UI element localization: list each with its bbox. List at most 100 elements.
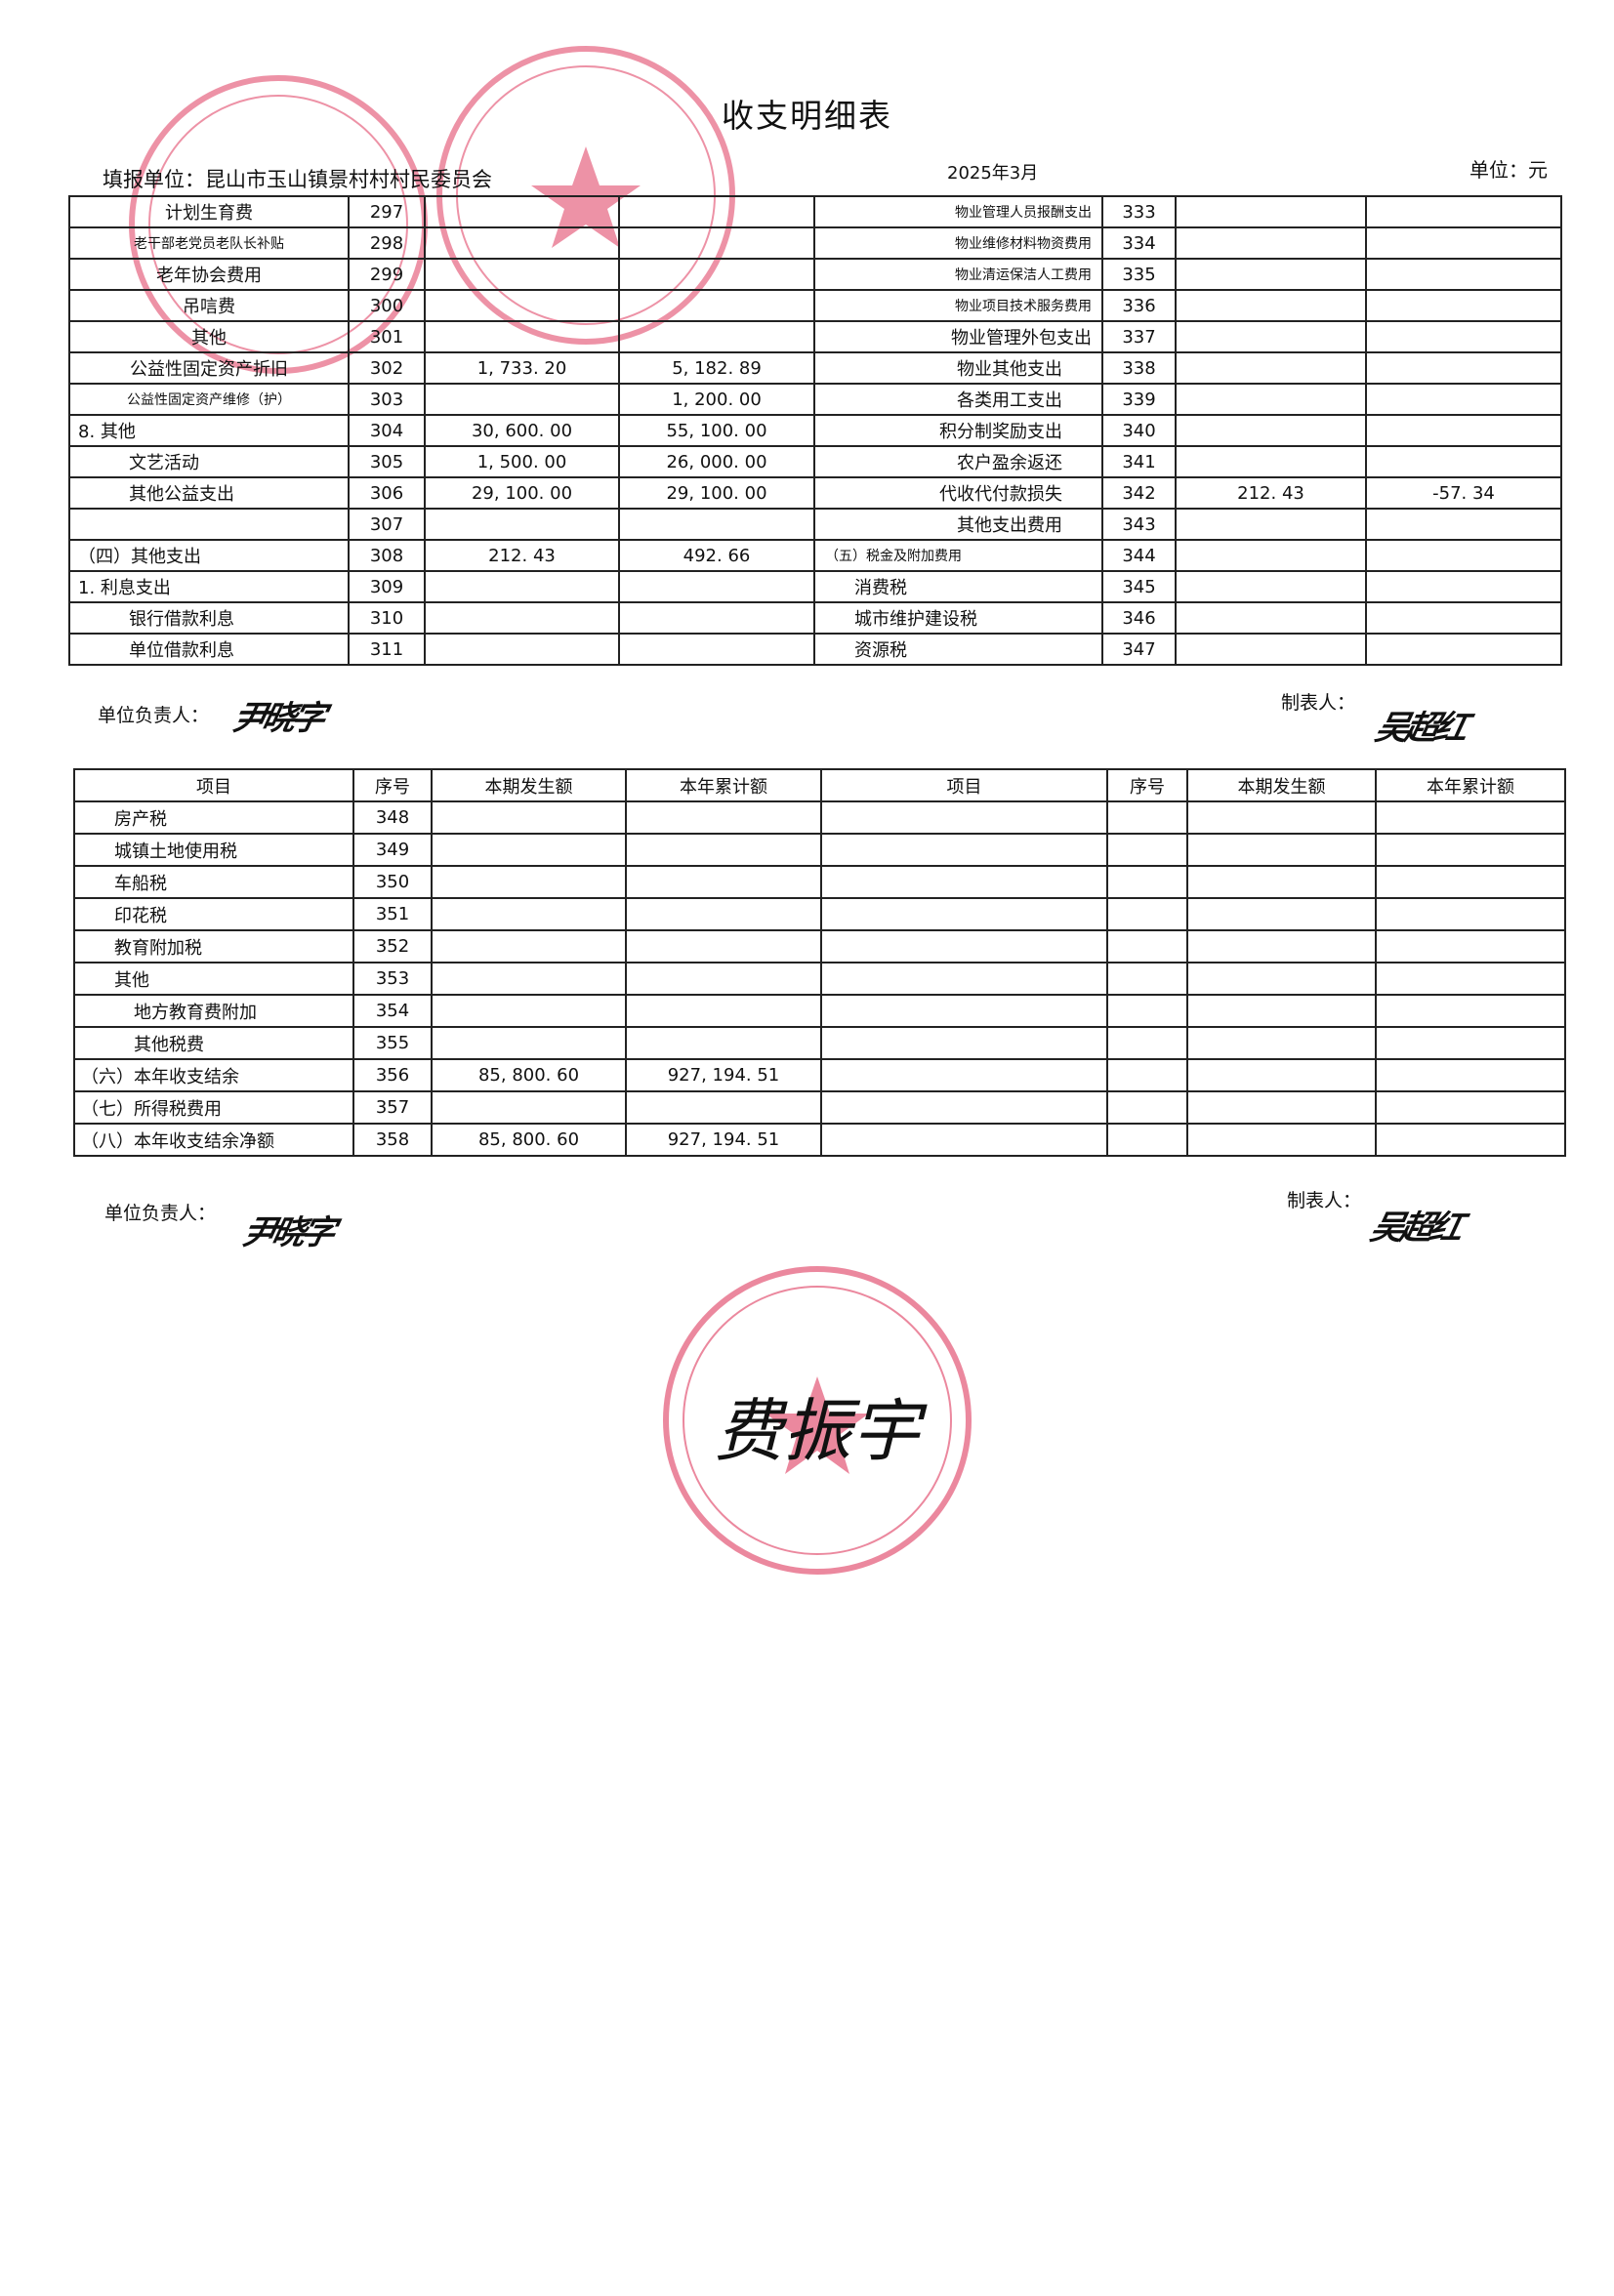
- item-name: 银行借款利息: [68, 601, 350, 635]
- current-period-amount: [431, 994, 627, 1028]
- year-to-date-amount: 29, 100. 00: [618, 476, 815, 510]
- year-to-date-amount: [1365, 351, 1562, 385]
- empty-cell: [1186, 994, 1377, 1028]
- row-number: 351: [352, 897, 433, 931]
- empty-cell: [820, 1123, 1108, 1157]
- empty-cell: [1106, 800, 1188, 835]
- item-name: 物业清运保洁人工费用: [813, 258, 1103, 291]
- empty-cell: [1375, 1123, 1566, 1157]
- current-period-amount: [431, 800, 627, 835]
- item-name: 其他税费: [73, 1026, 354, 1060]
- item-name: 1. 利息支出: [68, 570, 350, 603]
- reporting-unit: 填报单位：昆山市玉山镇景村村村民委员会: [103, 168, 492, 191]
- year-to-date-amount: [625, 800, 822, 835]
- year-to-date-amount: [1365, 539, 1562, 572]
- item-name: 地方教育费附加: [73, 994, 354, 1028]
- row-number: 347: [1101, 633, 1177, 666]
- year-to-date-amount: [1365, 226, 1562, 260]
- current-period-amount: [1175, 195, 1367, 228]
- table-row: 其他 301 物业管理外包支出 337: [68, 320, 1562, 353]
- table-row: 印花税 351: [73, 897, 1566, 931]
- column-header: 序号: [1106, 768, 1188, 802]
- year-to-date-amount: [1365, 289, 1562, 322]
- item-name: 农户盈余返还: [813, 445, 1103, 478]
- row-number: 305: [348, 445, 426, 478]
- table-row: 计划生育费 297 物业管理人员报酬支出 333: [68, 195, 1562, 228]
- row-number: 300: [348, 289, 426, 322]
- item-name: （八）本年收支结余净额: [73, 1123, 354, 1157]
- year-to-date-amount: [1365, 383, 1562, 416]
- year-to-date-amount: 927, 194. 51: [625, 1123, 822, 1157]
- row-number: 357: [352, 1090, 433, 1125]
- current-period-amount: 212. 43: [424, 539, 620, 572]
- row-number: 356: [352, 1058, 433, 1092]
- column-header: 本年累计额: [1375, 768, 1566, 802]
- table-row: 1. 利息支出 309 消费税 345: [68, 570, 1562, 603]
- year-to-date-amount: 927, 194. 51: [625, 1058, 822, 1092]
- preparer-signature-2: 吴超红: [1367, 1209, 1464, 1248]
- year-to-date-amount: [1365, 445, 1562, 478]
- row-number: 310: [348, 601, 426, 635]
- item-name: 城市维护建设税: [813, 601, 1103, 635]
- item-name: 文艺活动: [68, 445, 350, 478]
- current-period-amount: 85, 800. 60: [431, 1123, 627, 1157]
- year-to-date-amount: [1365, 414, 1562, 447]
- year-to-date-amount: [625, 994, 822, 1028]
- empty-cell: [1375, 994, 1566, 1028]
- year-to-date-amount: [625, 1026, 822, 1060]
- table-row: 吊唁费 300 物业项目技术服务费用 336: [68, 289, 1562, 322]
- empty-cell: [1106, 929, 1188, 964]
- current-period-amount: [1175, 414, 1367, 447]
- row-number: 299: [348, 258, 426, 291]
- current-period-amount: [431, 865, 627, 899]
- table-row: （七）所得税费用 357: [73, 1090, 1566, 1125]
- empty-cell: [1375, 1026, 1566, 1060]
- year-to-date-amount: 5, 182. 89: [618, 351, 815, 385]
- empty-cell: [1106, 994, 1188, 1028]
- column-header: 本期发生额: [431, 768, 627, 802]
- current-period-amount: [1175, 320, 1367, 353]
- table-row: 教育附加税 352: [73, 929, 1566, 964]
- table-row: 其他 353: [73, 962, 1566, 996]
- year-to-date-amount: [1365, 570, 1562, 603]
- table-row: 8. 其他 304 30, 600. 00 55, 100. 00 积分制奖励支出 340: [68, 414, 1562, 447]
- year-to-date-amount: [618, 508, 815, 541]
- year-to-date-amount: 1, 200. 00: [618, 383, 815, 416]
- year-to-date-amount: [625, 833, 822, 867]
- current-period-amount: [424, 508, 620, 541]
- current-period-amount: [431, 929, 627, 964]
- item-name: 老干部老党员老队长补贴: [68, 226, 350, 260]
- item-name: 资源税: [813, 633, 1103, 666]
- table-row: 文艺活动 305 1, 500. 00 26, 000. 00 农户盈余返还 341: [68, 445, 1562, 478]
- item-name: 物业维修材料物资费用: [813, 226, 1103, 260]
- year-to-date-amount: [625, 1090, 822, 1125]
- current-period-amount: [431, 1026, 627, 1060]
- current-period-amount: 30, 600. 00: [424, 414, 620, 447]
- year-to-date-amount: [1365, 320, 1562, 353]
- empty-cell: [1186, 833, 1377, 867]
- empty-cell: [1375, 1058, 1566, 1092]
- empty-cell: [1106, 865, 1188, 899]
- item-name: 物业管理人员报酬支出: [813, 195, 1103, 228]
- income-expense-table-1: 计划生育费 297 物业管理人员报酬支出 333 老干部老党员老队长补贴 298 物业维修材…: [68, 195, 1562, 666]
- preparer-signature: 吴超红: [1372, 709, 1469, 748]
- table-row: 其他公益支出 306 29, 100. 00 29, 100. 00 代收代付款损失 34…: [68, 476, 1562, 510]
- table-row: 单位借款利息 311 资源税 347: [68, 633, 1562, 666]
- item-name: 积分制奖励支出: [813, 414, 1103, 447]
- empty-cell: [820, 1026, 1108, 1060]
- empty-cell: [820, 897, 1108, 931]
- row-number: 343: [1101, 508, 1177, 541]
- empty-cell: [1106, 1058, 1188, 1092]
- current-period-amount: [424, 226, 620, 260]
- table-row: 公益性固定资产维修（护） 303 1, 200. 00 各类用工支出 339: [68, 383, 1562, 416]
- income-expense-table-2: 项目 序号 本期发生额 本年累计额 项目 序号 本期发生额 本年累计额 房产税 348 城镇土地使用…: [73, 768, 1566, 1157]
- item-name: [68, 508, 350, 541]
- row-number: 308: [348, 539, 426, 572]
- current-period-amount: [431, 833, 627, 867]
- year-to-date-amount: [1365, 258, 1562, 291]
- empty-cell: [1186, 929, 1377, 964]
- empty-cell: [1375, 800, 1566, 835]
- year-to-date-amount: [1365, 508, 1562, 541]
- item-name: 其他支出费用: [813, 508, 1103, 541]
- row-number: 303: [348, 383, 426, 416]
